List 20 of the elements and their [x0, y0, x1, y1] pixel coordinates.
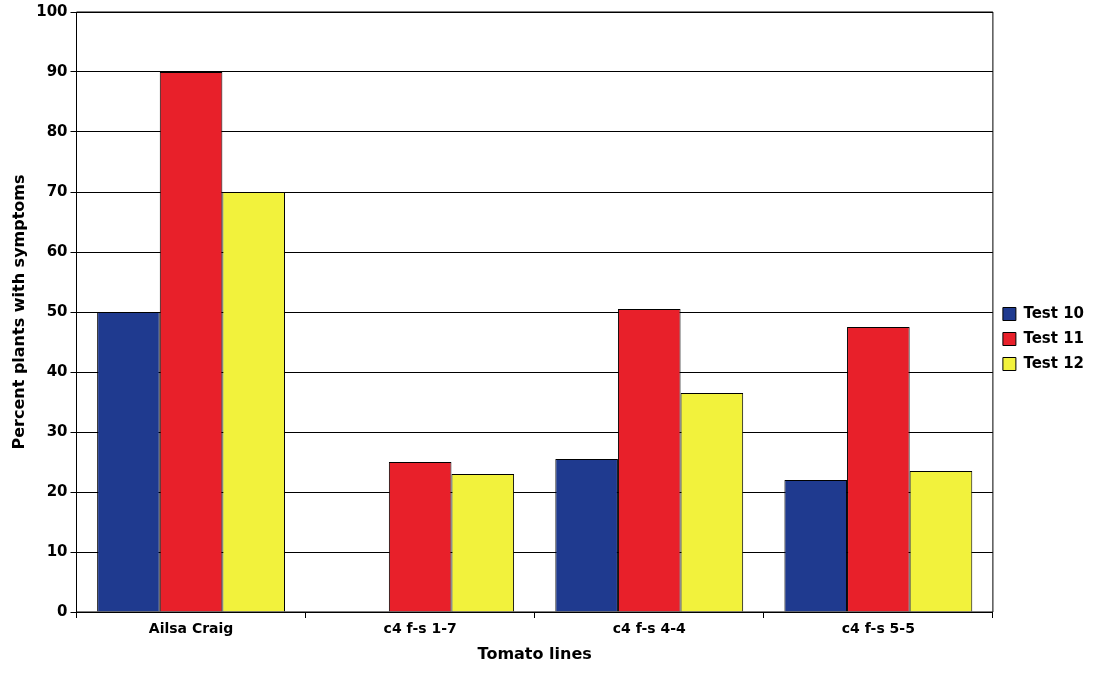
y-tick-label: 70 [46, 181, 68, 200]
y-tick-label: 50 [46, 301, 68, 320]
legend-label: Test 12 [1023, 353, 1084, 372]
x-tick-label: c4 f-s 4-4 [612, 620, 687, 637]
x-tick-label: c4 f-s 1-7 [383, 620, 457, 637]
y-tick-label: 20 [46, 481, 68, 500]
y-axis-title: Percent plants with symptoms [8, 174, 28, 450]
x-axis-title: Tomato lines [477, 643, 592, 663]
legend-label: Test 11 [1023, 328, 1084, 347]
y-tick-label: 80 [46, 121, 68, 140]
y-tick-label: 30 [46, 421, 68, 440]
x-tick-label: Ailsa Craig [148, 620, 234, 637]
y-tick-label: 60 [46, 241, 68, 260]
y-tick-label: 90 [46, 61, 68, 80]
y-tick-label: 100 [36, 1, 68, 20]
y-tick-label: 10 [46, 541, 68, 560]
y-tick-label: 0 [57, 601, 68, 620]
legend-label: Test 10 [1023, 303, 1084, 322]
x-tick-label: c4 f-s 5-5 [841, 620, 915, 637]
y-tick-label: 40 [46, 361, 68, 380]
